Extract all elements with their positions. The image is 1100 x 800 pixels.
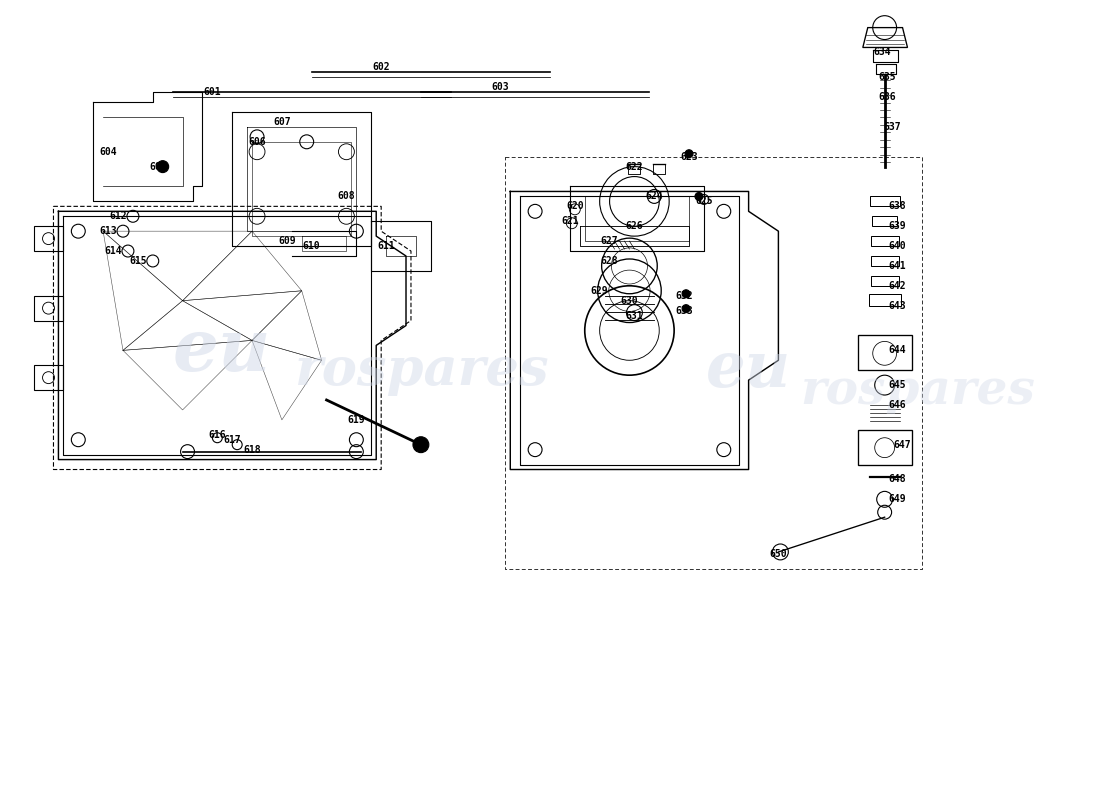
Text: 627: 627 — [601, 236, 618, 246]
Text: 602: 602 — [373, 62, 390, 72]
Text: eu: eu — [706, 339, 791, 401]
Bar — [871, 236, 899, 246]
Text: 642: 642 — [889, 281, 906, 290]
Text: 643: 643 — [889, 301, 906, 310]
Text: 645: 645 — [889, 380, 906, 390]
Text: 619: 619 — [348, 415, 365, 425]
Bar — [858, 335, 913, 370]
Text: 641: 641 — [889, 261, 906, 271]
Text: 625: 625 — [695, 196, 713, 206]
Text: 635: 635 — [879, 72, 896, 82]
Text: rospares: rospares — [800, 366, 1035, 414]
Bar — [869, 294, 901, 306]
Text: 617: 617 — [223, 434, 241, 445]
Bar — [870, 197, 900, 206]
Circle shape — [412, 437, 429, 453]
Text: 613: 613 — [99, 226, 117, 236]
Bar — [871, 256, 899, 266]
Bar — [871, 276, 899, 286]
Text: 603: 603 — [492, 82, 509, 92]
Text: 601: 601 — [204, 87, 221, 97]
Text: 648: 648 — [889, 474, 906, 485]
Circle shape — [695, 193, 703, 200]
Text: 605: 605 — [148, 162, 166, 172]
Text: 640: 640 — [889, 241, 906, 251]
Text: 636: 636 — [879, 92, 896, 102]
Text: 626: 626 — [626, 222, 644, 231]
Text: 604: 604 — [99, 146, 117, 157]
Text: 606: 606 — [249, 137, 266, 147]
Text: 618: 618 — [243, 445, 261, 454]
Text: eu: eu — [173, 315, 272, 386]
Text: 609: 609 — [278, 236, 296, 246]
Circle shape — [157, 161, 168, 173]
Text: 633: 633 — [675, 306, 693, 316]
Circle shape — [685, 150, 693, 158]
Circle shape — [682, 290, 690, 298]
Text: 608: 608 — [338, 191, 355, 202]
Text: 644: 644 — [889, 346, 906, 355]
Text: 612: 612 — [109, 211, 126, 222]
Text: 649: 649 — [889, 494, 906, 504]
Circle shape — [682, 305, 690, 313]
Bar — [34, 366, 64, 390]
Text: 624: 624 — [646, 191, 663, 202]
Text: 637: 637 — [883, 122, 901, 132]
Text: 616: 616 — [209, 430, 227, 440]
Text: 646: 646 — [889, 400, 906, 410]
Text: 634: 634 — [873, 47, 891, 58]
Text: 630: 630 — [620, 296, 638, 306]
Text: 610: 610 — [302, 241, 320, 251]
Text: 632: 632 — [675, 290, 693, 301]
Bar — [872, 216, 898, 226]
Text: 629: 629 — [591, 286, 608, 296]
Bar — [34, 296, 64, 321]
Text: 607: 607 — [273, 117, 290, 127]
Text: 614: 614 — [104, 246, 122, 256]
Text: 647: 647 — [893, 440, 911, 450]
Text: rospares: rospares — [294, 345, 548, 396]
Text: 621: 621 — [561, 216, 579, 226]
Bar — [858, 430, 913, 465]
Bar — [34, 226, 64, 251]
Text: 622: 622 — [626, 162, 644, 172]
Text: 615: 615 — [129, 256, 146, 266]
Text: 620: 620 — [566, 202, 584, 211]
Text: 628: 628 — [601, 256, 618, 266]
Text: 639: 639 — [889, 222, 906, 231]
Text: 611: 611 — [377, 241, 395, 251]
Text: 638: 638 — [889, 202, 906, 211]
Text: 650: 650 — [770, 549, 788, 559]
Text: 623: 623 — [680, 152, 697, 162]
Text: 631: 631 — [626, 310, 644, 321]
